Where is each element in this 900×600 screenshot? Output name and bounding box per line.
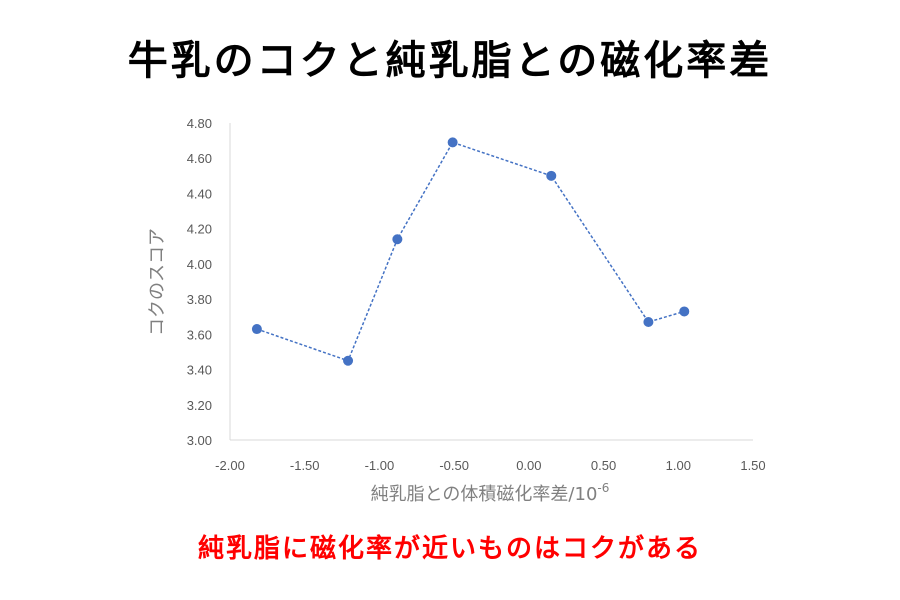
x-tick-label: -1.50 <box>290 458 320 473</box>
x-axis-label-main: 純乳脂との体積磁化率差/10 <box>371 484 598 505</box>
y-tick-label: 4.80 <box>187 116 212 131</box>
y-tick-label: 4.40 <box>187 186 212 201</box>
y-tick-label: 3.40 <box>187 363 212 378</box>
chart-axes <box>229 123 753 441</box>
data-point <box>643 317 654 328</box>
y-tick-label: 4.00 <box>187 257 212 272</box>
y-tick-labels: 3.00 3.20 3.40 3.60 3.80 4.00 4.20 4.40 4.60 4.80 <box>187 116 212 448</box>
x-tick-label: -1.00 <box>365 458 395 473</box>
y-axis-label: コクのスコア <box>147 228 168 336</box>
x-tick-label: 0.00 <box>516 458 541 473</box>
data-points <box>251 137 690 366</box>
x-tick-label: 0.50 <box>591 458 616 473</box>
y-tick-label: 4.20 <box>187 222 212 237</box>
y-tick-label: 4.60 <box>187 151 212 166</box>
x-tick-label: 1.50 <box>740 458 765 473</box>
y-tick-label: 3.00 <box>187 433 212 448</box>
x-tick-labels: -2.00 -1.50 -1.00 -0.50 0.00 0.50 1.00 1.50 <box>215 458 765 473</box>
y-tick-label: 3.60 <box>187 327 212 342</box>
data-point <box>546 170 557 181</box>
data-point <box>343 355 354 366</box>
x-axis-label-exponent: -6 <box>597 481 609 495</box>
x-tick-label: -0.50 <box>439 458 469 473</box>
x-tick-label: -2.00 <box>215 458 245 473</box>
series-line <box>256 141 685 362</box>
conclusion-caption: 純乳脂に磁化率が近いものはコクがある <box>197 534 702 564</box>
x-tick-label: 1.00 <box>666 458 691 473</box>
page-title: 牛乳のコクと純乳脂との磁化率差 <box>127 38 773 84</box>
y-tick-label: 3.80 <box>187 292 212 307</box>
data-point <box>251 324 262 335</box>
data-point <box>679 306 690 317</box>
data-point <box>392 234 403 245</box>
x-axis-label: 純乳脂との体積磁化率差/10-6 <box>371 481 610 505</box>
data-point <box>447 137 458 148</box>
y-tick-label: 3.20 <box>187 398 212 413</box>
